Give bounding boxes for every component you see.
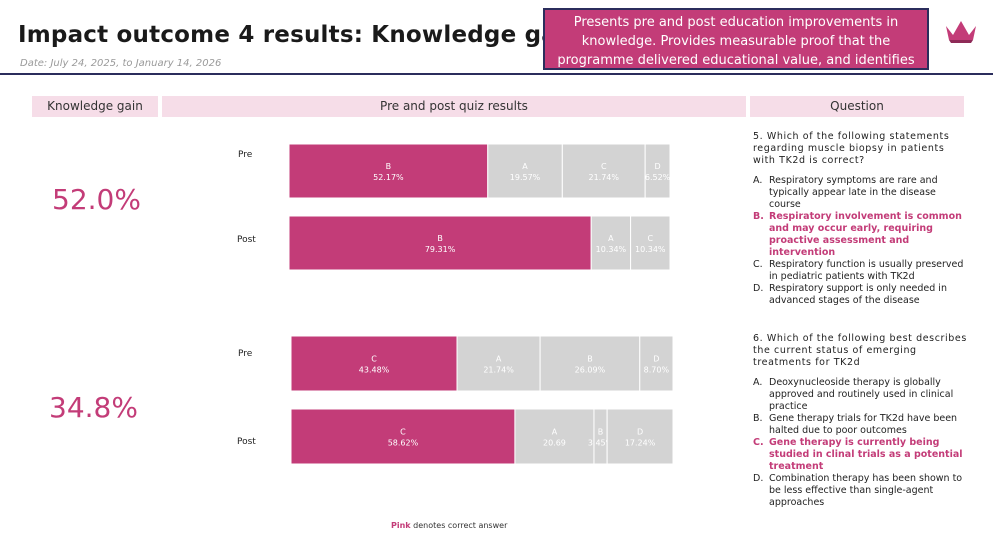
answer-letter: D. [753,473,764,484]
quiz-results-chart: B 52.17% A 19.57% C 21.74% D 6.52% B 79.31% A 10.34… [288,143,674,465]
answer-text: Gene therapy is currently being studied … [769,437,963,472]
page-title: Impact outcome 4 results: Knowledge gain [18,22,582,48]
date-range: Date: July 24, 2025, to January 14, 2026 [20,58,222,69]
bar-segment-b [288,143,489,199]
segment-answer-label: D [654,162,660,171]
answer-letter: A. [753,377,763,388]
segment-value-label: 21.74% [483,366,514,375]
knowledge-gain-q6: 34.8% [49,391,138,424]
question-text: 6. Which of the following best describes… [753,333,967,368]
segment-value-label: 21.74% [588,173,619,182]
segment-value-label: 6.52% [645,173,671,182]
segment-answer-label: A [552,428,558,437]
segment-answer-label: D [653,355,659,364]
answer-text: Gene therapy trials for TK2d have been h… [769,413,958,436]
bar-segment-b [288,215,592,271]
column-header-quiz: Pre and post quiz results [162,96,746,117]
answer-text: Deoxynucleoside therapy is globally appr… [769,377,954,412]
row-label-q5-pre: Pre [238,150,253,160]
segment-answer-label: B [386,162,392,171]
segment-value-label: 79.31% [425,245,456,254]
row-label-q6-pre: Pre [238,349,253,359]
legend-footnote: Pink denotes correct answer [391,521,507,530]
column-header-question: Question [750,96,964,117]
segment-answer-label: C [371,355,377,364]
answer-text: Respiratory function is usually preserve… [769,259,964,282]
segment-answer-label: D [637,428,643,437]
summary-callout: Presents pre and post education improvem… [543,8,929,87]
bar-segment-a [487,143,563,199]
bar-segment-b [593,408,608,465]
answer-text: Respiratory symptoms are rare and typica… [769,175,938,210]
question-text: 5. Which of the following statements reg… [753,131,950,166]
segment-value-label: 8.70% [644,366,670,375]
bar-segment-d [606,408,674,465]
segment-answer-label: A [496,355,502,364]
crown-logo-icon [946,21,976,43]
segment-answer-label: A [608,234,614,243]
segment-value-label: 19.57% [510,173,541,182]
segment-value-label: 58.62% [388,439,419,448]
bar-segment-d [639,335,674,392]
segment-value-label: 26.09% [575,366,606,375]
legend-text: denotes correct answer [410,521,508,530]
bar-segment-c [290,408,516,465]
answer-option: A. Respiratory symptoms are rare and typi… [753,175,968,211]
legend-highlight: Pink [391,521,411,530]
column-header-gain: Knowledge gain [32,96,158,117]
answer-option: B. Gene therapy trials for TK2d have been… [753,413,968,437]
segment-answer-label: A [522,162,528,171]
answer-letter: C. [753,259,763,270]
row-label-q6-post: Post [237,437,256,447]
bar-segment-a [590,215,632,271]
segment-answer-label: B [598,428,604,437]
answer-option: B. Respiratory involvement is common and … [753,211,968,259]
segment-value-label: 10.34% [635,245,666,254]
answer-text: Respiratory support is only needed in ad… [769,283,947,306]
segment-answer-label: B [437,234,443,243]
segment-answer-label: C [648,234,654,243]
answer-option: C. Gene therapy is currently being studie… [753,437,968,473]
knowledge-gain-q5: 52.0% [52,183,141,216]
answer-letter: C. [753,437,764,448]
answer-option: A. Deoxynucleoside therapy is globally ap… [753,377,968,413]
bar-segment-c [290,335,458,392]
bar-segment-b [539,335,641,392]
answer-letter: B. [753,413,763,424]
segment-answer-label: C [601,162,607,171]
segment-value-label: 20.69 [543,439,566,448]
answer-letter: D. [753,283,764,294]
question-6: 6. Which of the following best describes… [753,333,968,509]
header-divider [0,73,993,75]
answer-letter: B. [753,211,764,222]
segment-value-label: 43.48% [359,366,390,375]
segment-answer-label: B [587,355,593,364]
segment-answer-label: C [400,428,406,437]
question-5: 5. Which of the following statements reg… [753,131,968,307]
segment-value-label: 3.45% [588,439,614,448]
bar-segment-a [456,335,541,392]
segment-value-label: 52.17% [373,173,404,182]
segment-value-label: 17.24% [625,439,656,448]
bar-segment-a [514,408,595,465]
row-label-q5-post: Post [237,235,256,245]
bar-segment-c [561,143,646,199]
answer-text: Combination therapy has been shown to be… [769,473,963,508]
segment-value-label: 10.34% [596,245,627,254]
answer-text: Respiratory involvement is common and ma… [769,211,962,258]
answer-option: D. Respiratory support is only needed in … [753,283,968,307]
bar-segment-c [630,215,671,271]
bar-segment-d [644,143,671,199]
answer-option: C. Respiratory function is usually preser… [753,259,968,283]
answer-option: D. Combination therapy has been shown to … [753,473,968,509]
answer-letter: A. [753,175,763,186]
